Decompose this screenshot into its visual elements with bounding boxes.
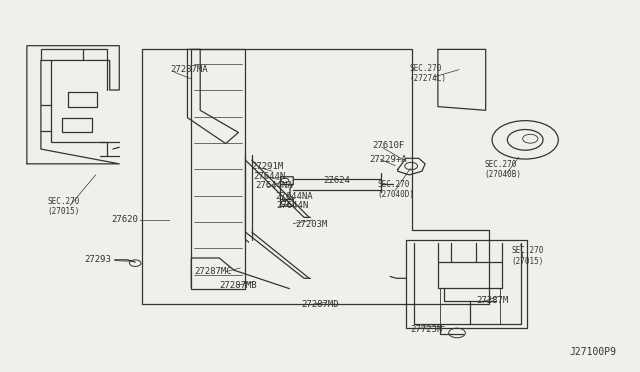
Text: 27291M: 27291M — [251, 162, 284, 171]
Text: 27287MA: 27287MA — [170, 65, 208, 74]
Text: 27610F: 27610F — [372, 141, 404, 150]
Text: 27644NA: 27644NA — [275, 192, 313, 201]
Text: SEC.270
(27040B): SEC.270 (27040B) — [484, 160, 522, 179]
Text: 27644NA: 27644NA — [255, 182, 292, 190]
Text: SEC.270
(27274L): SEC.270 (27274L) — [409, 64, 446, 83]
Text: 27287MD: 27287MD — [301, 300, 339, 310]
Text: 27203M: 27203M — [296, 219, 328, 228]
Text: 27293: 27293 — [84, 255, 111, 264]
Text: 27287MB: 27287MB — [220, 281, 257, 290]
Text: SEC.270
(27015): SEC.270 (27015) — [511, 247, 543, 266]
Text: 27624: 27624 — [323, 176, 350, 185]
Text: SEC.270
(27015): SEC.270 (27015) — [47, 197, 79, 216]
Text: 27723N: 27723N — [410, 325, 443, 334]
Text: 27644N: 27644N — [276, 201, 309, 210]
Text: 27229+A: 27229+A — [370, 154, 407, 164]
Text: J27100P9: J27100P9 — [570, 347, 616, 357]
Text: 27287M: 27287M — [476, 296, 508, 305]
Text: 27287MC: 27287MC — [194, 267, 232, 276]
Bar — [440, 288, 500, 324]
Text: SEC.270
(27040D): SEC.270 (27040D) — [378, 180, 414, 199]
Text: 27644N: 27644N — [253, 171, 286, 180]
Text: 27620: 27620 — [111, 215, 138, 224]
